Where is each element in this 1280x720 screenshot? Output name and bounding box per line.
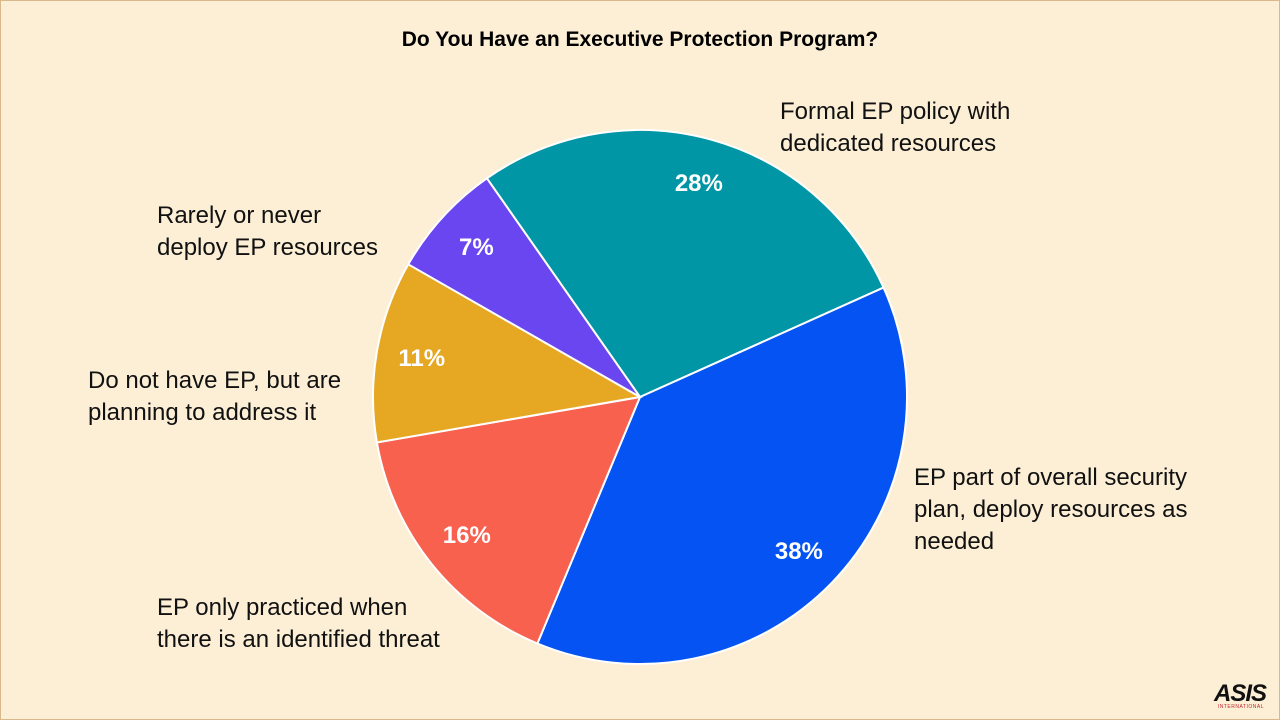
slice-category-label: EP only practiced when there is an identi… [157,592,440,656]
pie-slice [375,395,642,645]
slice-category-label-line: there is an identified threat [157,626,440,653]
slice-category-label-line: needed [914,528,995,555]
slice-category-label: Do not have EP, but are planning to addre… [88,365,341,429]
slice-value-label: 28% [675,170,723,197]
slice-category-label-line: Do not have EP, but are [88,367,342,394]
pie-slice [372,262,643,444]
slice-category-label-line: planning to address it [88,399,317,426]
pie-slice [485,129,885,399]
slice-category-label-line: deploy EP resources [157,234,379,261]
slice-category-label-line: EP only practiced when [157,594,408,621]
slice-category-label: EP part of overall security plan, deploy … [914,462,1188,558]
slice-value-label: 38% [775,538,823,565]
slice-value-label: 7% [459,234,494,261]
slice-value-label: 11% [398,345,445,372]
slice-category-label-line: plan, deploy resources as [914,496,1188,523]
slice-category-label: Formal EP policy with dedicated resources [780,96,1010,160]
slice-value-label: 16% [443,522,491,549]
slice-category-label-line: dedicated resources [780,130,997,157]
asis-logo: ASIS INTERNATIONAL [1208,680,1267,710]
pie-slice [536,286,908,665]
slice-category-label: Rarely or never deploy EP resources [157,200,378,264]
chart-title: Do You Have an Executive Protection Prog… [401,28,879,51]
slice-category-label-line: EP part of overall security [914,464,1188,491]
logo-subtext: INTERNATIONAL [1217,704,1264,710]
logo-text: ASIS [1213,680,1267,707]
pie-slice [406,176,641,398]
slice-category-label-line: Formal EP policy with [780,98,1011,125]
slice-category-label-line: Rarely or never [157,202,322,229]
